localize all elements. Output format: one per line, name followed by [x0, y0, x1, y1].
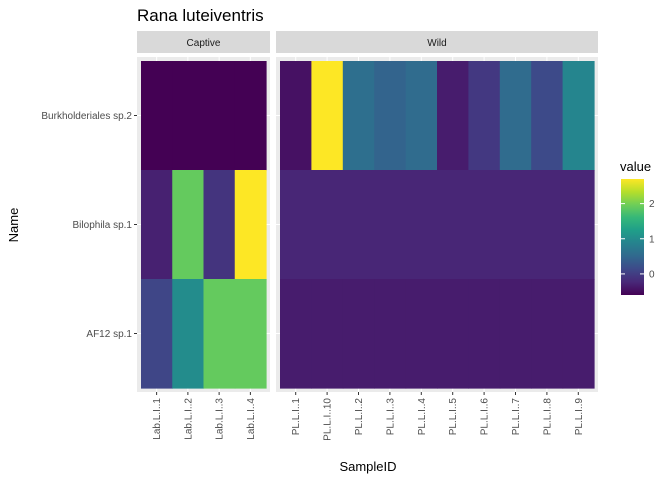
heatmap-tile [234, 279, 267, 389]
heatmap-tile [141, 61, 173, 171]
x-tick-label: PL.L.I..2 [354, 398, 365, 436]
x-tick-label: PL.L.I..6 [480, 398, 491, 436]
facet-strip-label: Wild [427, 38, 446, 49]
facet-strip [137, 31, 270, 53]
legend-break-label: 2 [649, 199, 655, 210]
y-tick-label: Bilophila sp.1 [73, 220, 133, 231]
facet-panel-wild: Wild [276, 31, 598, 392]
x-tick-label: PL.L.I..9 [574, 398, 585, 436]
heatmap-tile [203, 279, 236, 389]
heatmap-tile [437, 170, 469, 280]
y-axis-title: Name [6, 208, 21, 243]
x-axis-title: SampleID [339, 459, 396, 474]
heatmap-tile [234, 170, 267, 280]
x-tick-label: PL.L.I..3 [385, 398, 396, 436]
heatmap-tile [203, 170, 236, 280]
facet-strip-label: Captive [187, 38, 221, 49]
heatmap-tile [531, 61, 564, 171]
legend-colorbar [621, 179, 644, 295]
heatmap-tile [342, 61, 375, 171]
x-tick-label: PL.L.I..8 [542, 398, 553, 436]
x-axis: Lab.L.I..1 Lab.L.I..2 Lab.L.I..3 Lab.L.I..4… [152, 392, 585, 441]
x-tick-label: PL.L.I..4 [417, 398, 428, 436]
heatmap-tile [562, 279, 595, 389]
heatmap-tile [562, 170, 595, 280]
legend-title: value [620, 159, 651, 174]
legend-break-label: 1 [649, 234, 655, 245]
x-tick-label: Lab.L.I..1 [152, 398, 163, 440]
heatmap-tile [437, 61, 469, 171]
x-tick-label: Lab.L.I..3 [215, 398, 226, 440]
heatmap-tile [141, 170, 173, 280]
x-tick-label: PL.L.I..10 [323, 398, 334, 441]
heatmap-tile [405, 279, 438, 389]
heatmap-tile [234, 61, 267, 171]
heatmap-tile [280, 279, 312, 389]
facet-panel-captive: Captive [137, 31, 270, 392]
heatmap-tile [311, 279, 344, 389]
heatmap-tile [203, 61, 236, 171]
heatmap-tile [280, 61, 312, 171]
heatmap-tile [342, 279, 375, 389]
heatmap-tile [405, 61, 438, 171]
heatmap-tile [172, 170, 205, 280]
heatmap-tile [172, 61, 205, 171]
color-legend: value 0 1 2 [620, 159, 655, 295]
heatmap-tile [172, 279, 205, 389]
heatmap-tile [280, 170, 312, 280]
heatmap-tile [141, 279, 173, 389]
heatmap-tile [531, 170, 564, 280]
x-tick-label: PL.L.I..1 [291, 398, 302, 436]
facet-panels: Captive Wild [137, 31, 598, 392]
heatmap-tile [468, 279, 501, 389]
heatmap-tile [311, 170, 344, 280]
heatmap-tile [468, 61, 501, 171]
heatmap-tile [437, 279, 469, 389]
heatmap-tile [374, 279, 407, 389]
heatmap-tile [499, 170, 532, 280]
x-tick-label: PL.L.I..5 [448, 398, 459, 436]
heatmap-tile [374, 170, 407, 280]
heatmap-tile [499, 61, 532, 171]
chart-title: Rana luteiventris [137, 6, 264, 25]
heatmap-tile [531, 279, 564, 389]
heatmap-tile [374, 61, 407, 171]
legend-break-label: 0 [649, 269, 655, 280]
x-tick-label: Lab.L.I..4 [246, 398, 257, 440]
x-tick-label: Lab.L.I..2 [183, 398, 194, 440]
y-tick-label: AF12 sp.1 [86, 329, 132, 340]
facet-strip [276, 31, 598, 53]
heatmap-tile [468, 170, 501, 280]
heatmap-tile [562, 61, 595, 171]
x-tick-label: PL.L.I..7 [511, 398, 522, 436]
heatmap-tile [311, 61, 344, 171]
heatmap-tile [342, 170, 375, 280]
y-tick-label: Burkholderiales sp.2 [41, 111, 132, 122]
heatmap-tile [405, 170, 438, 280]
y-axis: Burkholderiales sp.2 Bilophila sp.1 AF12 s… [41, 111, 137, 340]
heatmap-tile [499, 279, 532, 389]
